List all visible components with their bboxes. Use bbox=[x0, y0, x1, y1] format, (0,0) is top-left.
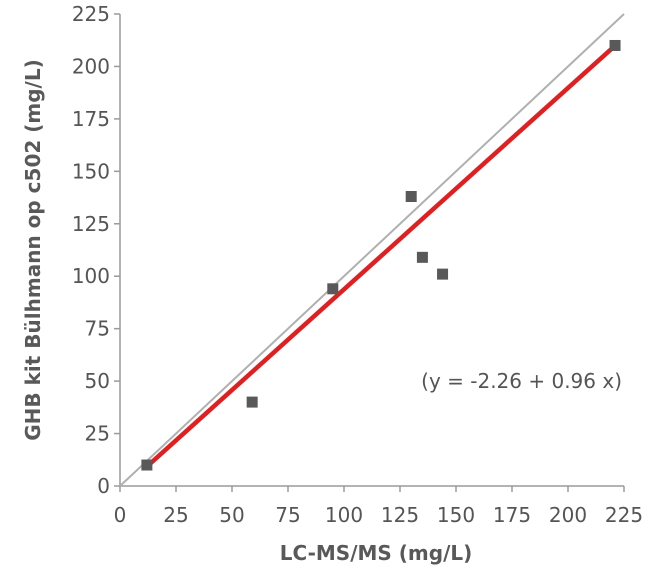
y-tick-label: 25 bbox=[85, 422, 110, 446]
x-tick-label: 75 bbox=[275, 503, 300, 527]
x-tick-label: 25 bbox=[163, 503, 188, 527]
x-tick-label: 100 bbox=[325, 503, 363, 527]
data-points bbox=[141, 39, 621, 471]
x-tick-label: 150 bbox=[437, 503, 475, 527]
y-tick-label: 50 bbox=[85, 369, 110, 393]
y-tick-label: 125 bbox=[72, 212, 110, 236]
y-tick-label: 200 bbox=[72, 54, 110, 78]
regression-equation: (y = -2.26 + 0.96 x) bbox=[421, 369, 622, 393]
y-axis-title: GHB kit Bülhmann op c502 (mg/L) bbox=[21, 59, 45, 440]
x-tick-labels: 0 25 50 75 100 125 150 175 200 225 bbox=[114, 486, 643, 527]
data-point bbox=[609, 39, 621, 51]
y-tick-label: 175 bbox=[72, 107, 110, 131]
x-axis-title: LC-MS/MS (mg/L) bbox=[280, 541, 473, 565]
x-tick-label: 225 bbox=[605, 503, 643, 527]
y-tick-label: 225 bbox=[72, 2, 110, 26]
x-tick-label: 200 bbox=[549, 503, 587, 527]
x-tick-label: 0 bbox=[114, 503, 127, 527]
y-tick-labels: 0 25 50 75 100 125 150 175 200 225 bbox=[72, 2, 120, 498]
data-point bbox=[416, 251, 428, 263]
identity-line bbox=[119, 13, 625, 487]
data-point bbox=[405, 191, 417, 203]
x-tick-label: 125 bbox=[381, 503, 419, 527]
axes bbox=[119, 14, 624, 487]
data-point bbox=[437, 268, 449, 280]
x-tick-label: 175 bbox=[493, 503, 531, 527]
y-tick-label: 75 bbox=[85, 317, 110, 341]
y-tick-label: 0 bbox=[97, 474, 110, 498]
y-tick-label: 100 bbox=[72, 264, 110, 288]
y-tick-label: 150 bbox=[72, 159, 110, 183]
data-point bbox=[246, 396, 258, 408]
regression-line bbox=[145, 44, 617, 469]
x-tick-label: 50 bbox=[219, 503, 244, 527]
data-point bbox=[141, 459, 153, 471]
data-point bbox=[327, 283, 339, 295]
